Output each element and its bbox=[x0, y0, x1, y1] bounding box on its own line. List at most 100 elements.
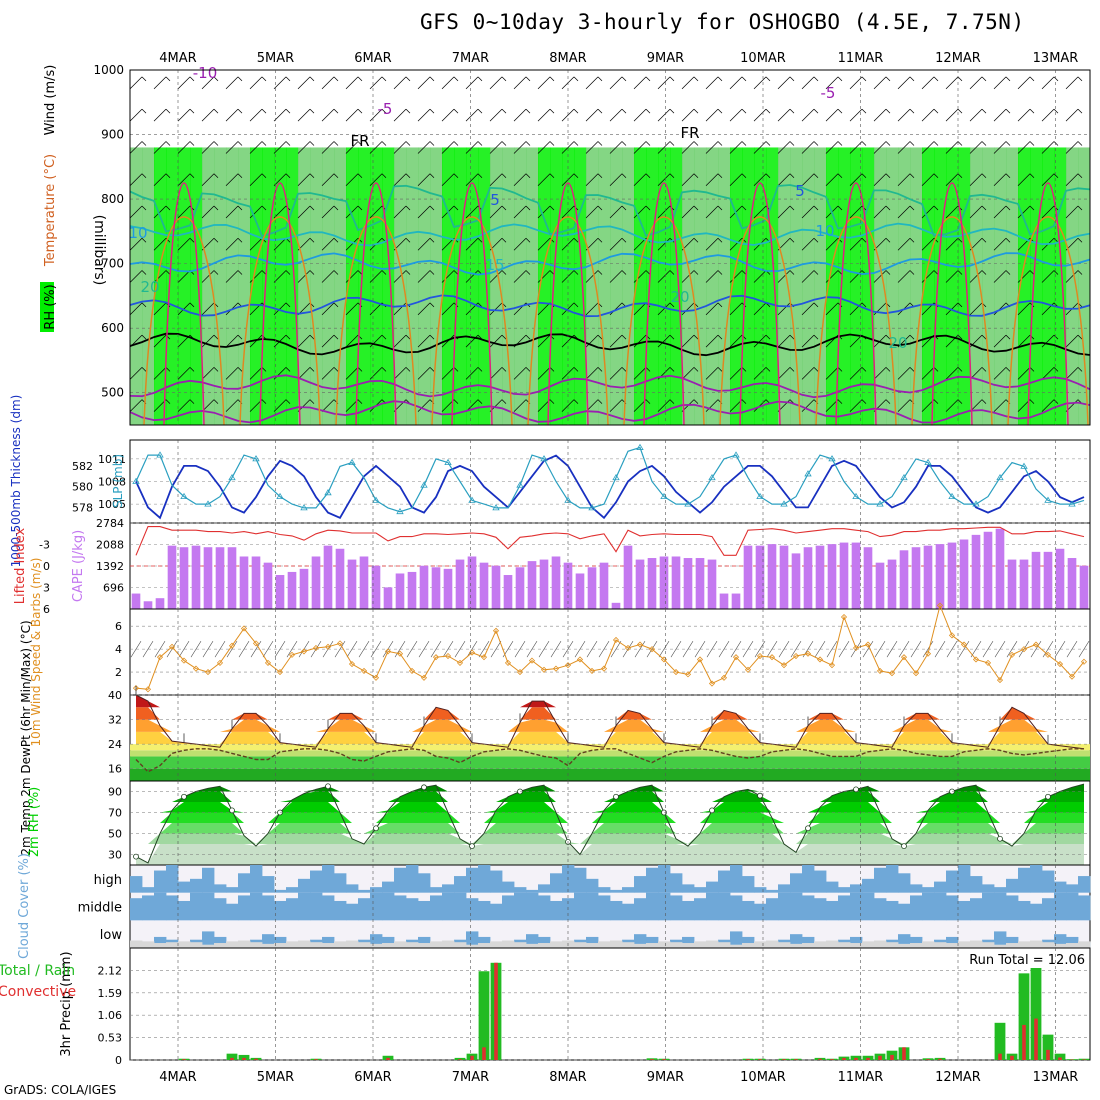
wind10-barb bbox=[334, 640, 346, 658]
cape-bar bbox=[887, 559, 897, 609]
cloud-low-gap bbox=[970, 940, 983, 948]
rh-shade-low bbox=[298, 147, 311, 426]
wind-barb bbox=[801, 108, 815, 122]
cloud-bar bbox=[490, 870, 503, 893]
wind10-point bbox=[372, 674, 380, 681]
cloud-layer-label: middle bbox=[78, 901, 122, 916]
rh2m-point bbox=[997, 835, 1003, 842]
wind-barb-flag bbox=[957, 367, 963, 372]
wind-barb-flag bbox=[573, 302, 579, 308]
wind-barb bbox=[417, 270, 431, 283]
wind-barb-flag bbox=[909, 367, 915, 372]
rh-shade-low bbox=[214, 147, 227, 426]
wind-barb-flag bbox=[717, 334, 723, 340]
cape-bar bbox=[587, 567, 597, 609]
wind10-barb bbox=[310, 640, 322, 658]
cloud-low-gap bbox=[1018, 941, 1031, 948]
wind-barb bbox=[585, 367, 599, 380]
wind-barb-flag bbox=[261, 108, 267, 114]
wind-barb-flag bbox=[717, 205, 723, 211]
wind10-barb bbox=[838, 640, 850, 658]
wind-barb-flag bbox=[909, 238, 915, 243]
wind-barb-flag bbox=[1005, 141, 1011, 146]
wind-barb-flag bbox=[957, 270, 963, 275]
wind10-barb bbox=[442, 640, 454, 658]
wind-barb-flag bbox=[357, 399, 363, 404]
wind-barb bbox=[393, 108, 407, 122]
wind10-point bbox=[300, 648, 308, 655]
rh-shade-low bbox=[190, 147, 203, 426]
dewpoint-line bbox=[135, 748, 1084, 773]
wind10-point bbox=[576, 656, 584, 663]
rh2m-point bbox=[613, 793, 619, 800]
wind-barb-flag bbox=[621, 76, 627, 82]
wind-barb-flag bbox=[861, 76, 867, 82]
wind-barb bbox=[873, 141, 887, 154]
wind-barb bbox=[873, 173, 887, 186]
wind-barb bbox=[177, 173, 191, 186]
cloud-low-gap bbox=[226, 941, 239, 948]
wind-barb bbox=[393, 205, 407, 219]
wind10-barb bbox=[898, 640, 910, 658]
wind-barb bbox=[585, 108, 599, 122]
wind-barb bbox=[345, 76, 359, 90]
wind-barb bbox=[681, 173, 695, 186]
wind-barb bbox=[297, 334, 311, 348]
cloud-low-gap bbox=[826, 940, 839, 948]
cloud-bar bbox=[430, 887, 443, 893]
wind10-barb bbox=[550, 640, 562, 658]
wind-barb bbox=[657, 270, 671, 283]
wind-barb-flag bbox=[477, 141, 483, 146]
wind-barb-flag bbox=[981, 367, 987, 372]
wind10-point bbox=[984, 659, 992, 666]
cloud-bar bbox=[802, 865, 815, 893]
wind-barb bbox=[273, 270, 287, 283]
rh-shade-low bbox=[310, 147, 323, 426]
wind-barb bbox=[705, 270, 719, 283]
rh-shade-low bbox=[1054, 147, 1067, 426]
wind-barb bbox=[993, 302, 1007, 316]
wind-barb-flag bbox=[789, 238, 795, 243]
wind-barb bbox=[537, 270, 551, 283]
wind-barb-flag bbox=[189, 399, 195, 404]
precip-convective-bar bbox=[890, 1054, 894, 1060]
wind10-point bbox=[1020, 646, 1028, 653]
wind-barb bbox=[633, 334, 647, 348]
wind-barb bbox=[897, 141, 911, 154]
cape-ytick: 2088 bbox=[96, 539, 124, 552]
wind-barb-flag bbox=[357, 173, 363, 178]
wind10-barb bbox=[226, 640, 238, 658]
wind10-point bbox=[432, 654, 440, 661]
wind-barb-flag bbox=[573, 141, 579, 146]
cloud-bar bbox=[358, 889, 371, 893]
rh-shade-low bbox=[526, 147, 539, 426]
cloud-low-gap bbox=[1030, 940, 1043, 948]
wind-barb-flag bbox=[1005, 108, 1011, 114]
wind-barb-flag bbox=[549, 270, 555, 275]
wind-barb bbox=[537, 76, 551, 90]
rh-shade-low bbox=[454, 147, 467, 426]
wind-barb bbox=[585, 302, 599, 316]
cape-bar bbox=[767, 544, 777, 609]
rh-shade-low bbox=[586, 147, 599, 426]
cape-bar bbox=[719, 593, 729, 609]
wind10-point bbox=[552, 665, 560, 672]
cloud-bar bbox=[1006, 936, 1019, 948]
cloud-bar bbox=[238, 895, 251, 921]
wind-barb-flag bbox=[165, 367, 171, 372]
cloud-low-gap bbox=[394, 941, 407, 948]
wind-barb bbox=[225, 238, 239, 251]
wind-barb-flag bbox=[717, 173, 723, 178]
wind10-point bbox=[168, 643, 176, 650]
wind-barb-flag bbox=[501, 270, 507, 275]
wind-barb-flag bbox=[213, 367, 219, 372]
wind-barb-flag bbox=[885, 399, 891, 404]
wind10-barb bbox=[670, 640, 682, 658]
cloud-bar bbox=[1078, 895, 1091, 921]
cloud-bar bbox=[910, 936, 923, 948]
cloud-bar bbox=[742, 936, 755, 948]
wind-barb bbox=[777, 334, 791, 348]
wind10-barb bbox=[970, 640, 982, 658]
wind-barb-flag bbox=[477, 76, 483, 82]
cloud-low-gap bbox=[382, 943, 395, 948]
